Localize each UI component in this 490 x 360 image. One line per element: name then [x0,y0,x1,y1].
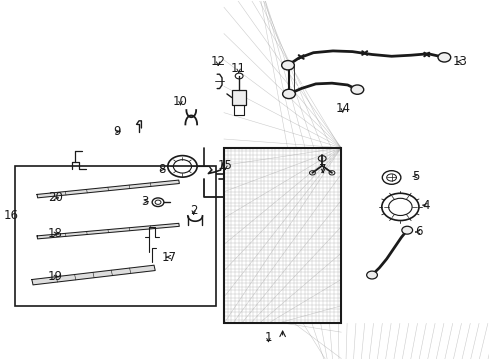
Circle shape [282,60,294,70]
Text: 5: 5 [412,170,420,183]
Circle shape [283,89,295,99]
Circle shape [367,271,377,279]
Circle shape [402,226,413,234]
Text: 17: 17 [162,251,177,264]
Text: 1: 1 [265,331,272,344]
Text: 10: 10 [173,95,188,108]
Text: 11: 11 [231,62,246,75]
Text: 19: 19 [48,270,63,283]
Polygon shape [37,223,179,239]
Text: 4: 4 [422,199,430,212]
Text: 8: 8 [158,163,166,176]
Text: 16: 16 [4,210,19,222]
Text: 14: 14 [335,102,350,115]
Circle shape [351,85,364,94]
Text: 3: 3 [141,195,148,208]
Text: 20: 20 [48,192,63,204]
Polygon shape [37,180,179,198]
Bar [232,90,246,105]
Text: 2: 2 [190,204,197,217]
Text: 7: 7 [319,163,327,176]
Text: 13: 13 [453,55,467,68]
Text: 12: 12 [211,55,225,68]
Bar [15,166,216,306]
Text: 18: 18 [48,227,63,240]
Circle shape [438,53,451,62]
Text: 9: 9 [113,125,121,138]
Text: 6: 6 [415,225,422,238]
Text: 15: 15 [218,159,233,172]
Bar [224,148,341,323]
Polygon shape [32,265,155,285]
